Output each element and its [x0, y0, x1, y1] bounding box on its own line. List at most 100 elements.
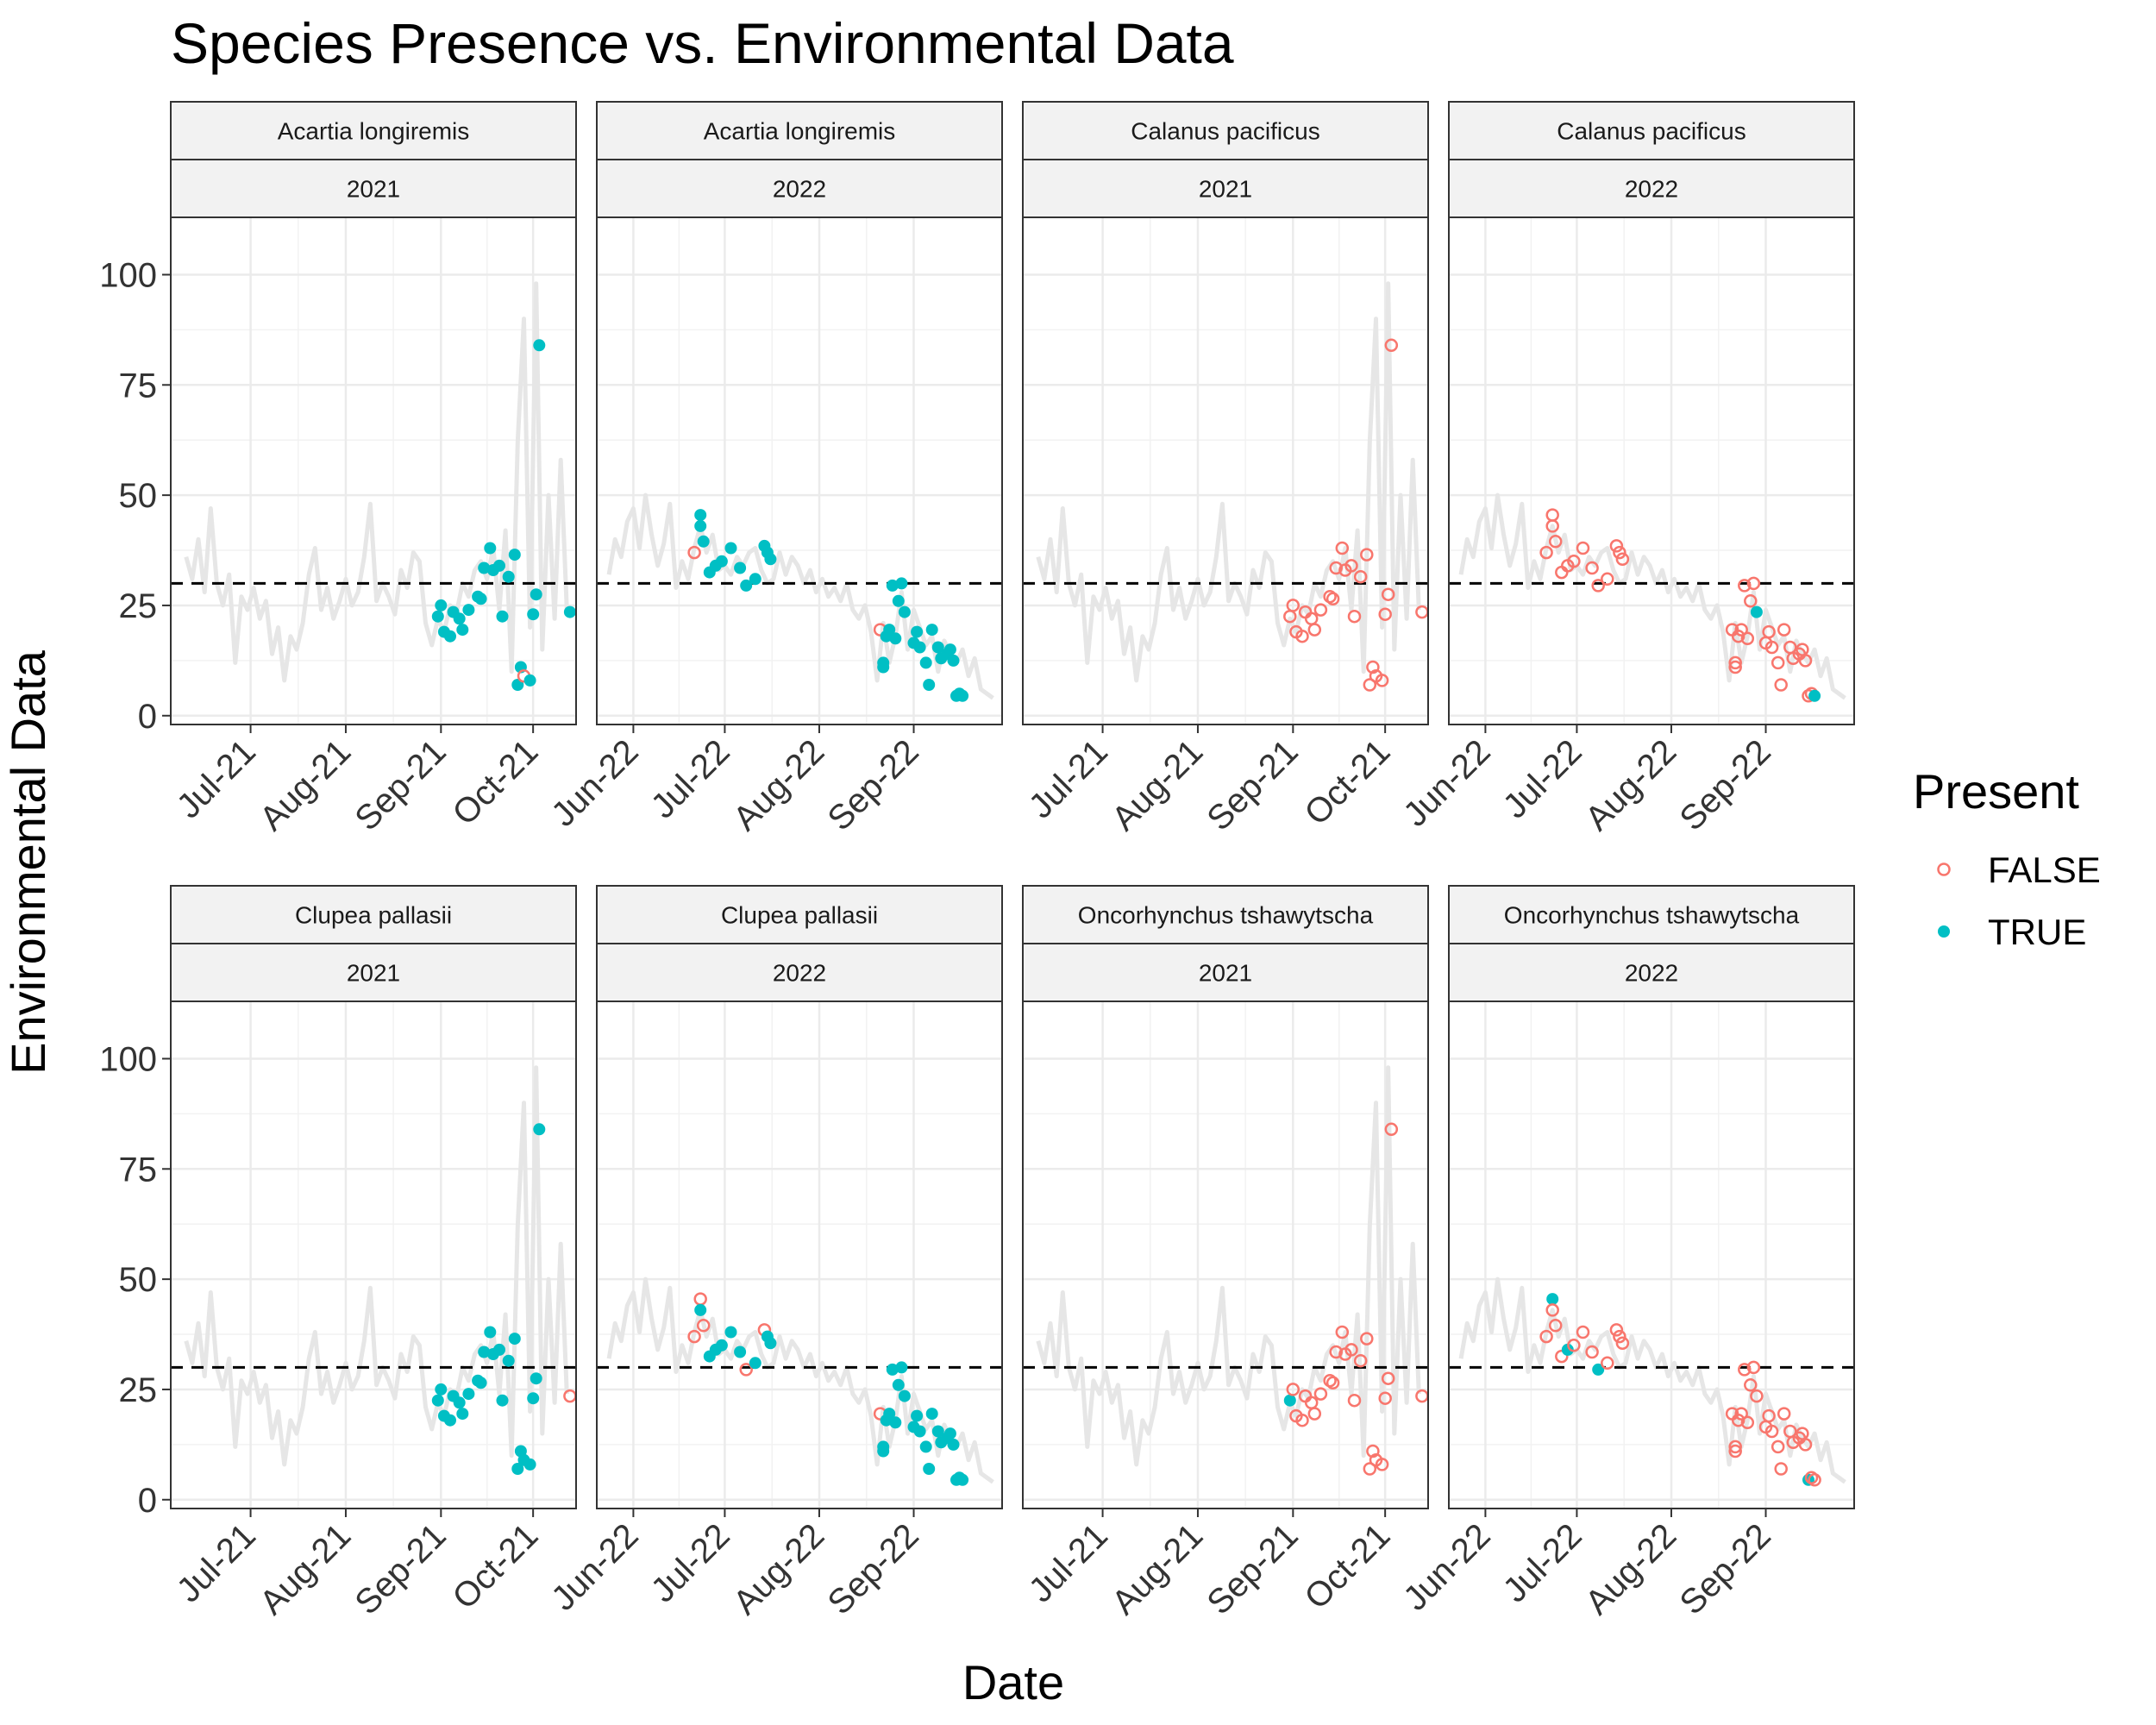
data-point-present: [1808, 689, 1821, 702]
year-strip-label: 2022: [1625, 960, 1678, 987]
data-point-absent: [1771, 656, 1785, 670]
data-point-present: [947, 1438, 960, 1451]
species-strip-label: Calanus pacificus: [1131, 118, 1319, 145]
data-point-absent: [1381, 587, 1395, 601]
species-strip-label: Oncorhynchus tshawytscha: [1078, 902, 1374, 929]
facet-panel: Oncorhynchus tshawytscha 2021 Jul-21Aug-21…: [1022, 885, 1429, 1622]
data-point-absent: [1567, 1339, 1581, 1352]
facet-panel: Oncorhynchus tshawytscha 2022 Jun-22Jul-22…: [1396, 885, 1855, 1622]
x-tick-label: Jul-21: [1022, 732, 1115, 825]
data-point-absent: [1378, 607, 1392, 621]
legend-item: TRUE: [1938, 912, 2086, 952]
data-point-absent: [1363, 1462, 1377, 1476]
data-point-present: [474, 593, 487, 605]
year-strip-label: 2022: [773, 176, 826, 203]
data-point-present: [496, 610, 509, 623]
facet-panels: Acartia longiremis20210255075100Jul-21Au…: [99, 101, 1855, 1622]
data-point-present: [925, 624, 938, 637]
data-point-absent: [1295, 1413, 1309, 1427]
data-point-present: [724, 542, 737, 555]
data-point-absent: [1378, 1391, 1392, 1405]
data-point-absent: [1381, 1371, 1395, 1385]
data-point-present: [508, 1333, 521, 1346]
data-point-absent: [1335, 1325, 1350, 1339]
data-point-present: [956, 689, 969, 702]
data-point-absent: [1384, 1122, 1399, 1137]
x-tick-label: Sep-22: [1673, 1516, 1778, 1622]
x-tick-label: Jul-22: [1496, 1516, 1589, 1609]
species-strip: [170, 101, 577, 160]
panel-border: [1022, 1000, 1429, 1509]
y-axis-title: Environmental Data: [1, 649, 55, 1075]
data-point-present: [715, 555, 728, 568]
species-strip: [1448, 101, 1855, 160]
x-tick-label: Sep-22: [821, 732, 926, 837]
data-point-absent: [1731, 1413, 1745, 1427]
legend-label: TRUE: [1988, 912, 2086, 952]
year-strip-label: 2022: [1625, 176, 1678, 203]
data-point-present: [456, 1408, 469, 1421]
year-strip: [170, 159, 577, 218]
data-point-present: [508, 549, 521, 561]
data-point-absent: [1307, 623, 1322, 637]
y-tick-label: 25: [119, 1371, 158, 1409]
data-point-present: [911, 625, 924, 638]
data-point-present: [478, 1346, 491, 1358]
data-point-present: [913, 1425, 926, 1438]
data-point-present: [431, 1394, 444, 1407]
facet-panel: Clupea pallasii 2022 Jun-22Jul-22Aug-22Sep…: [544, 885, 1003, 1622]
data-point-absent: [1323, 589, 1337, 604]
data-point-present: [462, 604, 475, 617]
data-point-absent: [1347, 609, 1362, 624]
data-point-present: [919, 656, 932, 669]
y-tick-label: 50: [119, 1261, 158, 1299]
data-point-absent: [1764, 640, 1779, 655]
data-point-present: [478, 561, 491, 574]
data-point-present: [1561, 1343, 1574, 1356]
data-point-absent: [1798, 1438, 1813, 1452]
legend-key-filled: [1938, 925, 1950, 938]
data-point-present: [502, 570, 515, 583]
data-point-absent: [1771, 1440, 1785, 1454]
facet-panel: Acartia longiremis 2021 0 25 50 75 100 Jul-21Au…: [99, 101, 577, 838]
data-point-present: [898, 605, 911, 618]
year-strip: [1022, 943, 1429, 1002]
data-point-absent: [1777, 1407, 1791, 1421]
data-point-present: [502, 1354, 515, 1367]
x-tick-label: Aug-22: [1578, 1516, 1683, 1622]
data-point-absent: [1798, 654, 1813, 668]
legend-label: FALSE: [1988, 850, 2101, 890]
data-point-present: [892, 594, 905, 607]
data-point-absent: [1591, 579, 1605, 593]
year-strip-label: 2021: [1199, 176, 1252, 203]
species-strip: [1022, 885, 1429, 944]
data-point-absent: [1313, 603, 1328, 617]
data-point-present: [715, 1339, 728, 1352]
data-point-absent: [1740, 631, 1755, 646]
data-point-absent: [1576, 541, 1590, 555]
x-tick-label: Jul-22: [644, 732, 737, 825]
data-point-absent: [1344, 1343, 1358, 1357]
data-point-present: [527, 608, 540, 621]
data-point-present: [889, 632, 902, 645]
data-point-present: [877, 661, 890, 674]
data-point-absent: [1585, 1345, 1599, 1359]
data-point-absent: [1545, 1303, 1559, 1317]
x-tick-label: Aug-21: [1105, 1516, 1210, 1622]
data-point-absent: [1295, 629, 1309, 643]
data-point-present: [740, 579, 753, 592]
data-point-absent: [1731, 629, 1745, 643]
data-point-absent: [1615, 1336, 1630, 1351]
data-point-present: [931, 1425, 944, 1438]
data-point-present: [877, 1445, 890, 1458]
x-tick-label: Jul-22: [1496, 732, 1589, 825]
data-point-absent: [1344, 559, 1358, 573]
legend-item: FALSE: [1937, 850, 2101, 890]
data-point-present: [895, 1361, 908, 1374]
data-point-present: [431, 610, 444, 623]
data-point-present: [943, 643, 956, 656]
panel-border: [596, 1000, 1003, 1509]
data-point-present: [523, 1458, 536, 1471]
environmental-series-line: [184, 1065, 569, 1467]
data-point-absent: [1750, 1389, 1764, 1403]
